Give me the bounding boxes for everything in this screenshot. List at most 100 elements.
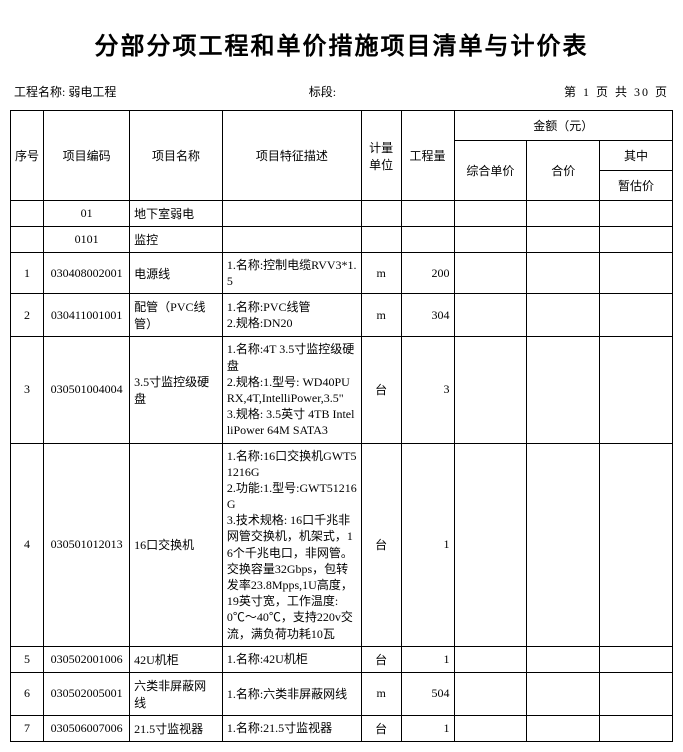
cell-unit-price xyxy=(454,201,527,227)
cell-provisional xyxy=(600,253,673,294)
table-row: 403050101201316口交换机1.名称:16口交换机GWT51216G2… xyxy=(11,443,673,646)
th-amount-group: 金额（元） xyxy=(454,111,673,141)
meta-page: 第 1 页 共 30 页 xyxy=(505,83,669,100)
th-provisional: 暂估价 xyxy=(600,171,673,201)
desc-line: 1.名称:4T 3.5寸监控级硬盘 xyxy=(227,341,357,373)
cell-unit-price xyxy=(454,646,527,672)
cell-code: 030501004004 xyxy=(44,337,130,443)
table-row: 0101监控 xyxy=(11,227,673,253)
th-seq: 序号 xyxy=(11,111,44,201)
section-label: 标段: xyxy=(309,85,336,99)
cell-unit: 台 xyxy=(361,337,401,443)
cell-desc: 1.名称:21.5寸监视器 xyxy=(222,715,361,741)
cell-code: 0101 xyxy=(44,227,130,253)
cell-unit: 台 xyxy=(361,715,401,741)
table-row: 703050600700621.5寸监视器1.名称:21.5寸监视器台1 xyxy=(11,715,673,741)
cell-name: 六类非屏蔽网线 xyxy=(130,672,223,715)
cell-provisional xyxy=(600,646,673,672)
cell-provisional xyxy=(600,443,673,646)
cell-unit xyxy=(361,201,401,227)
cell-unit-price xyxy=(454,672,527,715)
cell-code: 030408002001 xyxy=(44,253,130,294)
cell-seq: 2 xyxy=(11,294,44,337)
page-title: 分部分项工程和单价措施项目清单与计价表 xyxy=(10,10,673,83)
cell-code: 030502001006 xyxy=(44,646,130,672)
cell-code: 030506007006 xyxy=(44,715,130,741)
project-name: 弱电工程 xyxy=(68,85,116,99)
cell-name: 21.5寸监视器 xyxy=(130,715,223,741)
cell-total-price xyxy=(527,646,600,672)
cell-unit-price xyxy=(454,337,527,443)
th-total-price: 合价 xyxy=(527,141,600,201)
cell-desc: 1.名称:42U机柜 xyxy=(222,646,361,672)
cell-total-price xyxy=(527,672,600,715)
cell-seq: 7 xyxy=(11,715,44,741)
th-desc: 项目特征描述 xyxy=(222,111,361,201)
cell-seq: 6 xyxy=(11,672,44,715)
cell-provisional xyxy=(600,227,673,253)
cell-desc: 1.名称:六类非屏蔽网线 xyxy=(222,672,361,715)
cell-total-price xyxy=(527,201,600,227)
cell-desc xyxy=(222,227,361,253)
cell-qty xyxy=(401,201,454,227)
cell-provisional xyxy=(600,337,673,443)
table-row: 30305010040043.5寸监控级硬盘1.名称:4T 3.5寸监控级硬盘2… xyxy=(11,337,673,443)
cell-unit: m xyxy=(361,294,401,337)
cell-qty: 1 xyxy=(401,715,454,741)
cell-unit-price xyxy=(454,227,527,253)
desc-line: 2.功能:1.型号:GWT51216G xyxy=(227,480,357,512)
cell-code: 030501012013 xyxy=(44,443,130,646)
cell-desc xyxy=(222,201,361,227)
cell-seq: 1 xyxy=(11,253,44,294)
cell-qty: 1 xyxy=(401,443,454,646)
cell-desc: 1.名称:控制电缆RVV3*1.5 xyxy=(222,253,361,294)
cell-provisional xyxy=(600,201,673,227)
cell-name: 地下室弱电 xyxy=(130,201,223,227)
cell-total-price xyxy=(527,337,600,443)
boq-table: 序号 项目编码 项目名称 项目特征描述 计量单位 工程量 金额（元） 综合单价 … xyxy=(10,110,673,742)
meta-project: 工程名称: 弱电工程 xyxy=(14,83,309,100)
cell-seq xyxy=(11,227,44,253)
project-label: 工程名称: xyxy=(14,85,65,99)
cell-total-price xyxy=(527,294,600,337)
cell-qty: 304 xyxy=(401,294,454,337)
cell-desc: 1.名称:16口交换机GWT51216G2.功能:1.型号:GWT51216G3… xyxy=(222,443,361,646)
cell-qty: 504 xyxy=(401,672,454,715)
cell-total-price xyxy=(527,253,600,294)
table-row: 1030408002001电源线1.名称:控制电缆RVV3*1.5m200 xyxy=(11,253,673,294)
cell-code: 030502005001 xyxy=(44,672,130,715)
cell-qty: 200 xyxy=(401,253,454,294)
cell-provisional xyxy=(600,715,673,741)
cell-name: 16口交换机 xyxy=(130,443,223,646)
th-code: 项目编码 xyxy=(44,111,130,201)
cell-total-price xyxy=(527,715,600,741)
cell-unit: m xyxy=(361,672,401,715)
table-row: 01地下室弱电 xyxy=(11,201,673,227)
cell-unit-price xyxy=(454,253,527,294)
cell-total-price xyxy=(527,443,600,646)
th-qty: 工程量 xyxy=(401,111,454,201)
cell-seq xyxy=(11,201,44,227)
cell-desc: 1.名称:4T 3.5寸监控级硬盘2.规格:1.型号: WD40PURX,4T,… xyxy=(222,337,361,443)
desc-line: 3.技术规格: 16口千兆非网管交换机，机架式，16个千兆电口，非网管。交换容量… xyxy=(227,512,357,642)
cell-code: 030411001001 xyxy=(44,294,130,337)
cell-unit: 台 xyxy=(361,646,401,672)
cell-unit: m xyxy=(361,253,401,294)
cell-qty: 1 xyxy=(401,646,454,672)
cell-name: 监控 xyxy=(130,227,223,253)
desc-line: 1.名称:控制电缆RVV3*1.5 xyxy=(227,257,357,289)
th-unit: 计量单位 xyxy=(361,111,401,201)
desc-line: 1.名称:PVC线管 xyxy=(227,299,357,315)
cell-name: 电源线 xyxy=(130,253,223,294)
th-of-which: 其中 xyxy=(600,141,673,171)
table-row: 503050200100642U机柜1.名称:42U机柜台1 xyxy=(11,646,673,672)
table-row: 6030502005001六类非屏蔽网线1.名称:六类非屏蔽网线m504 xyxy=(11,672,673,715)
table-row: 2030411001001配管（PVC线管）1.名称:PVC线管2.规格:DN2… xyxy=(11,294,673,337)
desc-line: 1.名称:16口交换机GWT51216G xyxy=(227,448,357,480)
cell-seq: 3 xyxy=(11,337,44,443)
th-unit-price: 综合单价 xyxy=(454,141,527,201)
cell-name: 3.5寸监控级硬盘 xyxy=(130,337,223,443)
cell-seq: 5 xyxy=(11,646,44,672)
cell-qty: 3 xyxy=(401,337,454,443)
meta-section: 标段: xyxy=(309,83,506,100)
